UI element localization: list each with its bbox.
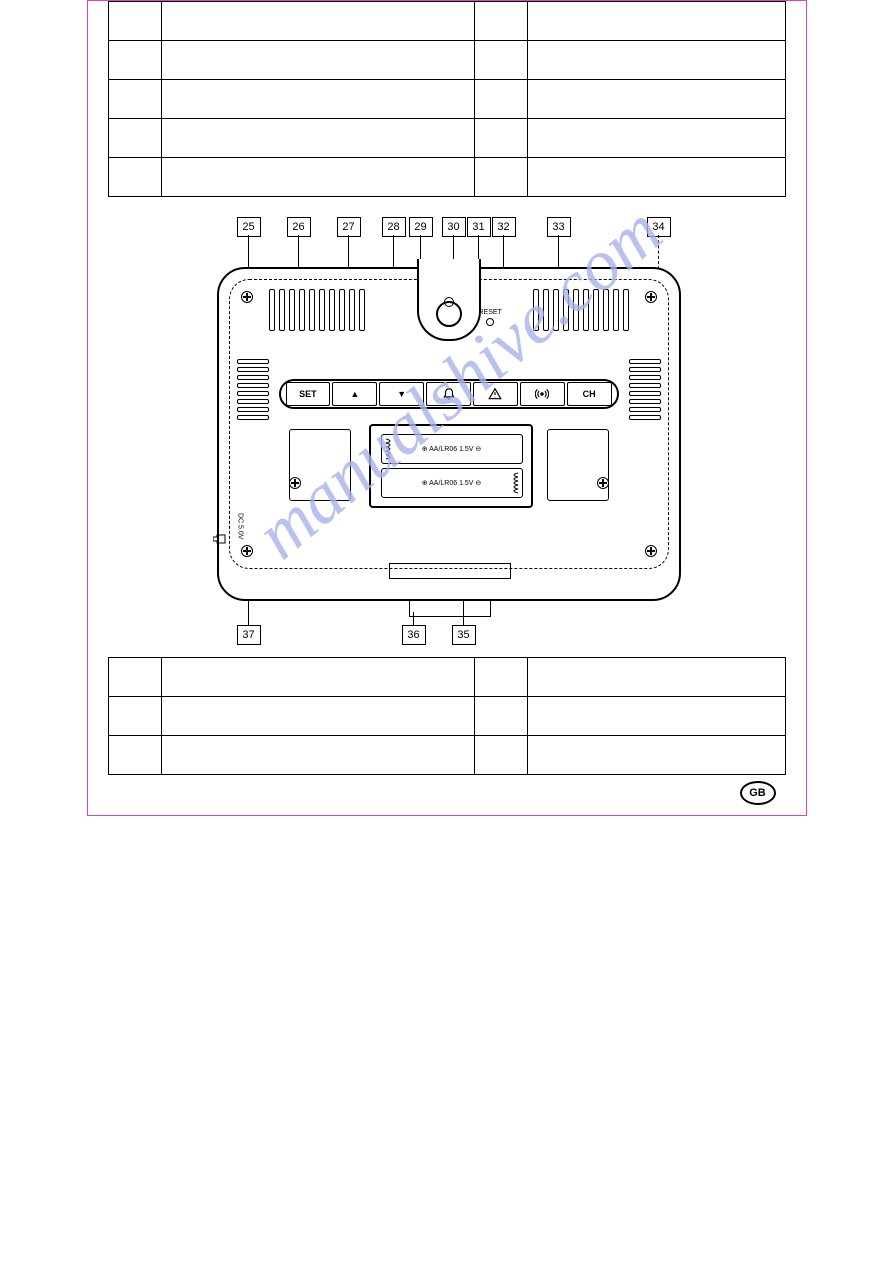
button-bar: SET ▲ ▼ CH	[279, 379, 619, 409]
callout-26: 26	[287, 217, 311, 237]
alert-button[interactable]	[473, 382, 518, 406]
radio-button[interactable]	[520, 382, 565, 406]
manual-page: 25 26 27 28 29 30 31 32 33 34 37 36	[87, 0, 807, 816]
warning-icon	[488, 387, 502, 401]
ch-button[interactable]: CH	[567, 382, 612, 406]
callout-28: 28	[382, 217, 406, 237]
dc-label: DC 5.0V	[237, 513, 244, 539]
battery-cell-1: ⊕ AA/LR06 1.5V ⊖	[381, 434, 523, 464]
callout-32: 32	[492, 217, 516, 237]
reset-label: RESET	[479, 309, 502, 326]
battery-compartment: ⊕ AA/LR06 1.5V ⊖ ⊕ AA/LR06 1.5V ⊖	[369, 424, 533, 508]
bottom-spec-table	[108, 657, 786, 775]
dc-jack-icon	[213, 529, 233, 549]
callout-35: 35	[452, 625, 476, 645]
radio-icon	[535, 387, 549, 401]
battery-cell-2: ⊕ AA/LR06 1.5V ⊖	[381, 468, 523, 498]
callout-30: 30	[442, 217, 466, 237]
cover-right	[547, 429, 609, 501]
down-button[interactable]: ▼	[379, 382, 424, 406]
callout-25: 25	[237, 217, 261, 237]
callout-34: 34	[647, 217, 671, 237]
wall-hanger	[417, 259, 481, 341]
bell-icon	[442, 387, 456, 401]
callout-36: 36	[402, 625, 426, 645]
cover-left	[289, 429, 351, 501]
device-body: RESET SET ▲ ▼ CH	[217, 267, 681, 601]
stand	[409, 599, 491, 617]
callout-29: 29	[409, 217, 433, 237]
callout-31: 31	[467, 217, 491, 237]
set-button[interactable]: SET	[286, 382, 331, 406]
top-spec-table	[108, 1, 786, 197]
callout-33: 33	[547, 217, 571, 237]
alarm-button[interactable]	[426, 382, 471, 406]
callout-27: 27	[337, 217, 361, 237]
region-badge: GB	[740, 781, 776, 805]
up-button[interactable]: ▲	[332, 382, 377, 406]
callout-37: 37	[237, 625, 261, 645]
stand-slot	[389, 563, 511, 579]
device-diagram: 25 26 27 28 29 30 31 32 33 34 37 36	[177, 217, 717, 647]
